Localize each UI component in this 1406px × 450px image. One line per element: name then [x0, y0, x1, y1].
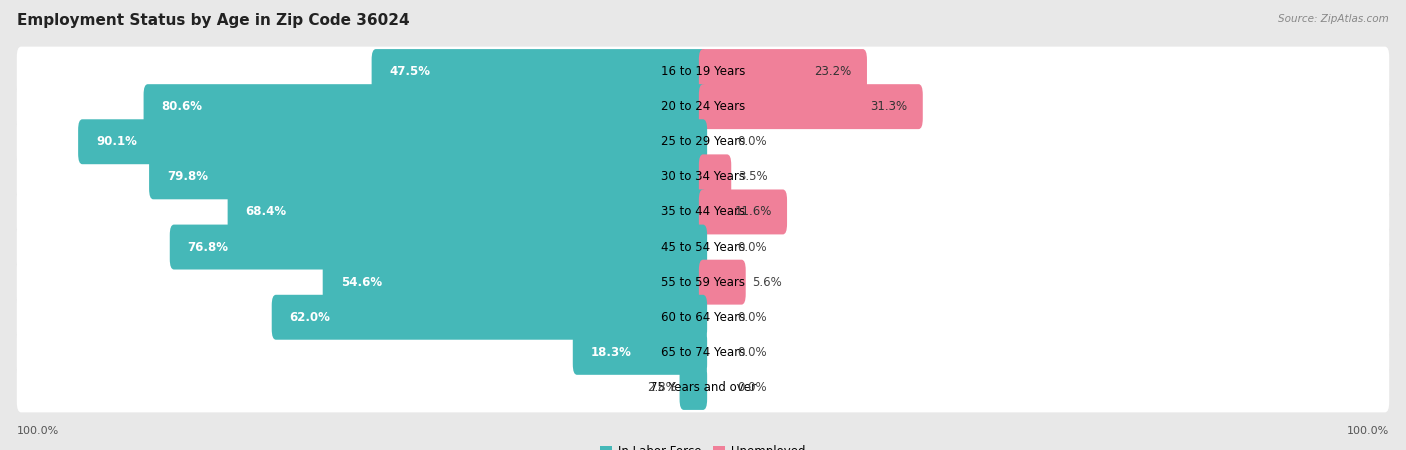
- Text: 79.8%: 79.8%: [167, 171, 208, 183]
- FancyBboxPatch shape: [371, 49, 707, 94]
- FancyBboxPatch shape: [17, 152, 1389, 202]
- Text: 30 to 34 Years: 30 to 34 Years: [661, 171, 745, 183]
- Text: 25 to 29 Years: 25 to 29 Years: [661, 135, 745, 148]
- FancyBboxPatch shape: [17, 328, 1389, 377]
- Text: 54.6%: 54.6%: [340, 276, 382, 288]
- Legend: In Labor Force, Unemployed: In Labor Force, Unemployed: [596, 440, 810, 450]
- FancyBboxPatch shape: [79, 119, 707, 164]
- Text: 100.0%: 100.0%: [1347, 427, 1389, 436]
- FancyBboxPatch shape: [17, 187, 1389, 237]
- Text: Source: ZipAtlas.com: Source: ZipAtlas.com: [1278, 14, 1389, 23]
- Text: 0.0%: 0.0%: [738, 241, 768, 253]
- FancyBboxPatch shape: [699, 84, 922, 129]
- FancyBboxPatch shape: [679, 365, 707, 410]
- Text: 47.5%: 47.5%: [389, 65, 430, 78]
- Text: 23.2%: 23.2%: [814, 65, 852, 78]
- Text: 62.0%: 62.0%: [290, 311, 330, 324]
- Text: 45 to 54 Years: 45 to 54 Years: [661, 241, 745, 253]
- Text: 55 to 59 Years: 55 to 59 Years: [661, 276, 745, 288]
- FancyBboxPatch shape: [17, 257, 1389, 307]
- Text: 75 Years and over: 75 Years and over: [650, 381, 756, 394]
- Text: 80.6%: 80.6%: [162, 100, 202, 113]
- FancyBboxPatch shape: [271, 295, 707, 340]
- Text: 31.3%: 31.3%: [870, 100, 908, 113]
- Text: 76.8%: 76.8%: [187, 241, 229, 253]
- Text: 11.6%: 11.6%: [734, 206, 772, 218]
- Text: 0.0%: 0.0%: [738, 381, 768, 394]
- Text: 5.6%: 5.6%: [752, 276, 782, 288]
- Text: 2.8%: 2.8%: [647, 381, 676, 394]
- FancyBboxPatch shape: [699, 260, 745, 305]
- FancyBboxPatch shape: [699, 154, 731, 199]
- FancyBboxPatch shape: [572, 330, 707, 375]
- FancyBboxPatch shape: [699, 189, 787, 234]
- Text: 90.1%: 90.1%: [96, 135, 136, 148]
- FancyBboxPatch shape: [323, 260, 707, 305]
- FancyBboxPatch shape: [699, 49, 868, 94]
- Text: 65 to 74 Years: 65 to 74 Years: [661, 346, 745, 359]
- FancyBboxPatch shape: [149, 154, 707, 199]
- Text: 16 to 19 Years: 16 to 19 Years: [661, 65, 745, 78]
- Text: 68.4%: 68.4%: [246, 206, 287, 218]
- FancyBboxPatch shape: [17, 82, 1389, 131]
- Text: 0.0%: 0.0%: [738, 346, 768, 359]
- Text: 0.0%: 0.0%: [738, 311, 768, 324]
- Text: 100.0%: 100.0%: [17, 427, 59, 436]
- FancyBboxPatch shape: [170, 225, 707, 270]
- Text: 3.5%: 3.5%: [738, 171, 768, 183]
- FancyBboxPatch shape: [17, 117, 1389, 166]
- Text: 60 to 64 Years: 60 to 64 Years: [661, 311, 745, 324]
- FancyBboxPatch shape: [17, 47, 1389, 96]
- FancyBboxPatch shape: [228, 189, 707, 234]
- Text: 0.0%: 0.0%: [738, 135, 768, 148]
- Text: 18.3%: 18.3%: [591, 346, 631, 359]
- Text: 35 to 44 Years: 35 to 44 Years: [661, 206, 745, 218]
- FancyBboxPatch shape: [17, 222, 1389, 272]
- FancyBboxPatch shape: [17, 363, 1389, 412]
- Text: 20 to 24 Years: 20 to 24 Years: [661, 100, 745, 113]
- FancyBboxPatch shape: [143, 84, 707, 129]
- FancyBboxPatch shape: [17, 292, 1389, 342]
- Text: Employment Status by Age in Zip Code 36024: Employment Status by Age in Zip Code 360…: [17, 14, 409, 28]
